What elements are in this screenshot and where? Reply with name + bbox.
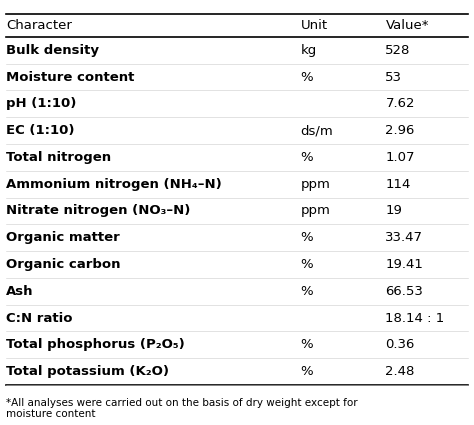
- Text: 18.14 : 1: 18.14 : 1: [385, 312, 445, 325]
- Text: 0.36: 0.36: [385, 338, 415, 351]
- Text: Ash: Ash: [6, 285, 34, 298]
- Text: 19.41: 19.41: [385, 258, 423, 271]
- Text: %: %: [301, 338, 313, 351]
- Text: %: %: [301, 365, 313, 378]
- Text: Nitrate nitrogen (NO₃–N): Nitrate nitrogen (NO₃–N): [6, 204, 191, 218]
- Text: C:N ratio: C:N ratio: [6, 312, 73, 325]
- Text: EC (1:10): EC (1:10): [6, 124, 74, 137]
- Text: 7.62: 7.62: [385, 97, 415, 110]
- Text: Value*: Value*: [385, 19, 429, 32]
- Text: Moisture content: Moisture content: [6, 71, 135, 83]
- Text: Total potassium (K₂O): Total potassium (K₂O): [6, 365, 169, 378]
- Text: Unit: Unit: [301, 19, 328, 32]
- Text: 2.96: 2.96: [385, 124, 415, 137]
- Text: 53: 53: [385, 71, 402, 83]
- Text: Ammonium nitrogen (NH₄–N): Ammonium nitrogen (NH₄–N): [6, 178, 222, 191]
- Text: Organic carbon: Organic carbon: [6, 258, 120, 271]
- Text: Bulk density: Bulk density: [6, 44, 99, 57]
- Text: 2.48: 2.48: [385, 365, 415, 378]
- Text: Character: Character: [6, 19, 72, 32]
- Text: 1.07: 1.07: [385, 151, 415, 164]
- Text: %: %: [301, 258, 313, 271]
- Text: ppm: ppm: [301, 204, 330, 218]
- Text: 66.53: 66.53: [385, 285, 423, 298]
- Text: Total phosphorus (P₂O₅): Total phosphorus (P₂O₅): [6, 338, 185, 351]
- Text: 33.47: 33.47: [385, 231, 423, 244]
- Text: %: %: [301, 151, 313, 164]
- Text: kg: kg: [301, 44, 317, 57]
- Text: ppm: ppm: [301, 178, 330, 191]
- Text: 114: 114: [385, 178, 411, 191]
- Text: %: %: [301, 231, 313, 244]
- Text: 19: 19: [385, 204, 402, 218]
- Text: 528: 528: [385, 44, 411, 57]
- Text: *All analyses were carried out on the basis of dry weight except for
moisture co: *All analyses were carried out on the ba…: [6, 397, 358, 419]
- Text: pH (1:10): pH (1:10): [6, 97, 76, 110]
- Text: %: %: [301, 285, 313, 298]
- Text: Organic matter: Organic matter: [6, 231, 120, 244]
- Text: ds/m: ds/m: [301, 124, 333, 137]
- Text: Total nitrogen: Total nitrogen: [6, 151, 111, 164]
- Text: %: %: [301, 71, 313, 83]
